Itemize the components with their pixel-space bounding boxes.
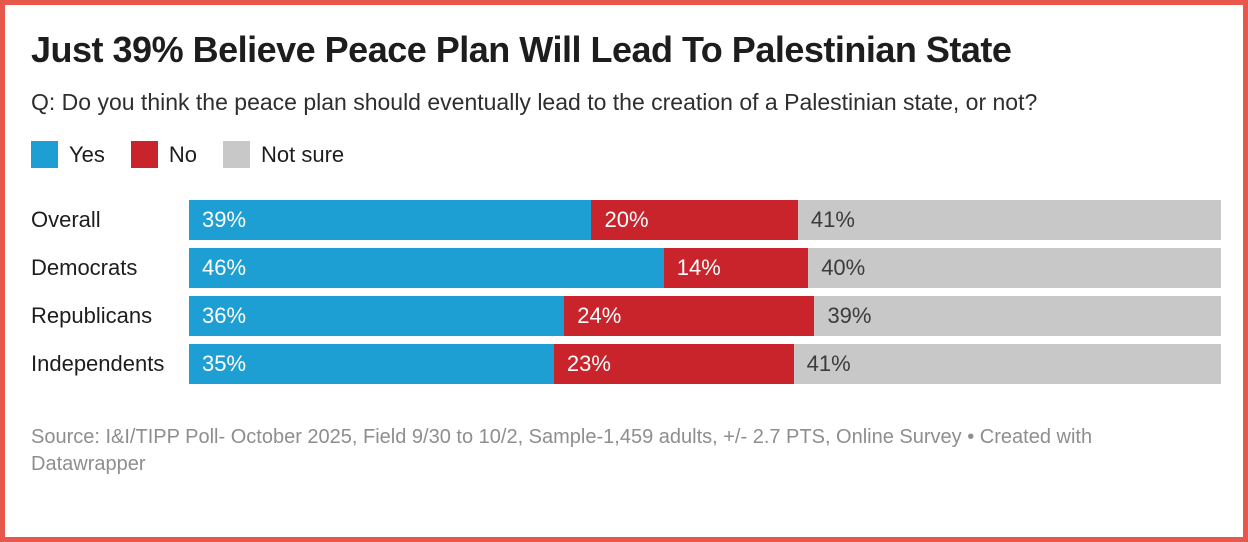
stacked-bar: 36% 24% 39% <box>189 296 1221 337</box>
bar-value-label: 39% <box>202 207 247 233</box>
bar-row-republicans: Republicans 36% 24% 39% <box>31 296 1221 337</box>
chart-question: Q: Do you think the peace plan should ev… <box>31 89 1038 116</box>
bar-value-label: 23% <box>566 351 611 377</box>
stacked-bar: 39% 20% 41% <box>189 200 1221 241</box>
bar-value-label: 41% <box>806 351 851 377</box>
bar-segment-yes: 46% <box>189 248 664 289</box>
legend-label: Not sure <box>261 141 345 167</box>
bar-segment-no: 20% <box>591 200 798 241</box>
bar-value-label: 46% <box>202 255 247 281</box>
legend-swatch-no <box>130 141 158 169</box>
bar-segment-not-sure: 41% <box>793 344 1221 385</box>
source-note: Source: I&I/TIPP Poll- October 2025, Fie… <box>31 424 1211 478</box>
stacked-bar: 35% 23% 41% <box>189 344 1221 385</box>
legend-item-not-sure: Not sure <box>223 141 345 169</box>
legend-swatch-yes <box>31 141 58 169</box>
legend-swatch-not-sure <box>223 141 251 169</box>
row-label: Overall <box>31 207 101 233</box>
bar-value-label: 40% <box>821 255 866 281</box>
row-label: Independents <box>31 351 165 377</box>
stacked-bar: 46% 14% 40% <box>189 248 1221 289</box>
bar-row-overall: Overall 39% 20% 41% <box>31 200 1221 241</box>
bar-value-label: 41% <box>810 207 855 233</box>
bar-segment-not-sure: 40% <box>808 248 1221 289</box>
bar-segment-no: 24% <box>564 296 815 337</box>
legend-item-yes: Yes <box>31 141 105 169</box>
bar-segment-not-sure: 41% <box>797 200 1221 241</box>
bar-segment-not-sure: 39% <box>814 296 1221 337</box>
bar-value-label: 39% <box>827 303 872 329</box>
bar-value-label: 14% <box>676 255 721 281</box>
row-label: Democrats <box>31 255 138 281</box>
bar-segment-no: 23% <box>553 344 794 385</box>
bar-chart: Overall 39% 20% 41% Democrats 46% 14% 40% Republ… <box>31 200 1221 385</box>
bar-value-label: 24% <box>577 303 622 329</box>
legend: Yes No Not sure <box>31 141 1221 169</box>
bar-value-label: 36% <box>202 303 247 329</box>
chart-title: Just 39% Believe Peace Plan Will Lead To… <box>31 29 1012 70</box>
bar-segment-no: 14% <box>663 248 809 289</box>
bar-row-independents: Independents 35% 23% 41% <box>31 344 1221 385</box>
bar-segment-yes: 36% <box>189 296 565 337</box>
bar-segment-yes: 39% <box>189 200 592 241</box>
legend-label: Yes <box>69 141 105 167</box>
bar-value-label: 35% <box>202 351 247 377</box>
datawrapper-attribution-link[interactable]: Datawrapper <box>31 453 146 476</box>
bar-value-label: 20% <box>604 207 649 233</box>
row-label: Republicans <box>31 303 153 329</box>
legend-label: No <box>168 141 198 167</box>
bar-segment-yes: 35% <box>189 344 554 385</box>
bar-row-democrats: Democrats 46% 14% 40% <box>31 248 1221 289</box>
source-text: Source: I&I/TIPP Poll- October 2025, Fie… <box>31 426 1093 449</box>
legend-item-no: No <box>130 141 198 169</box>
